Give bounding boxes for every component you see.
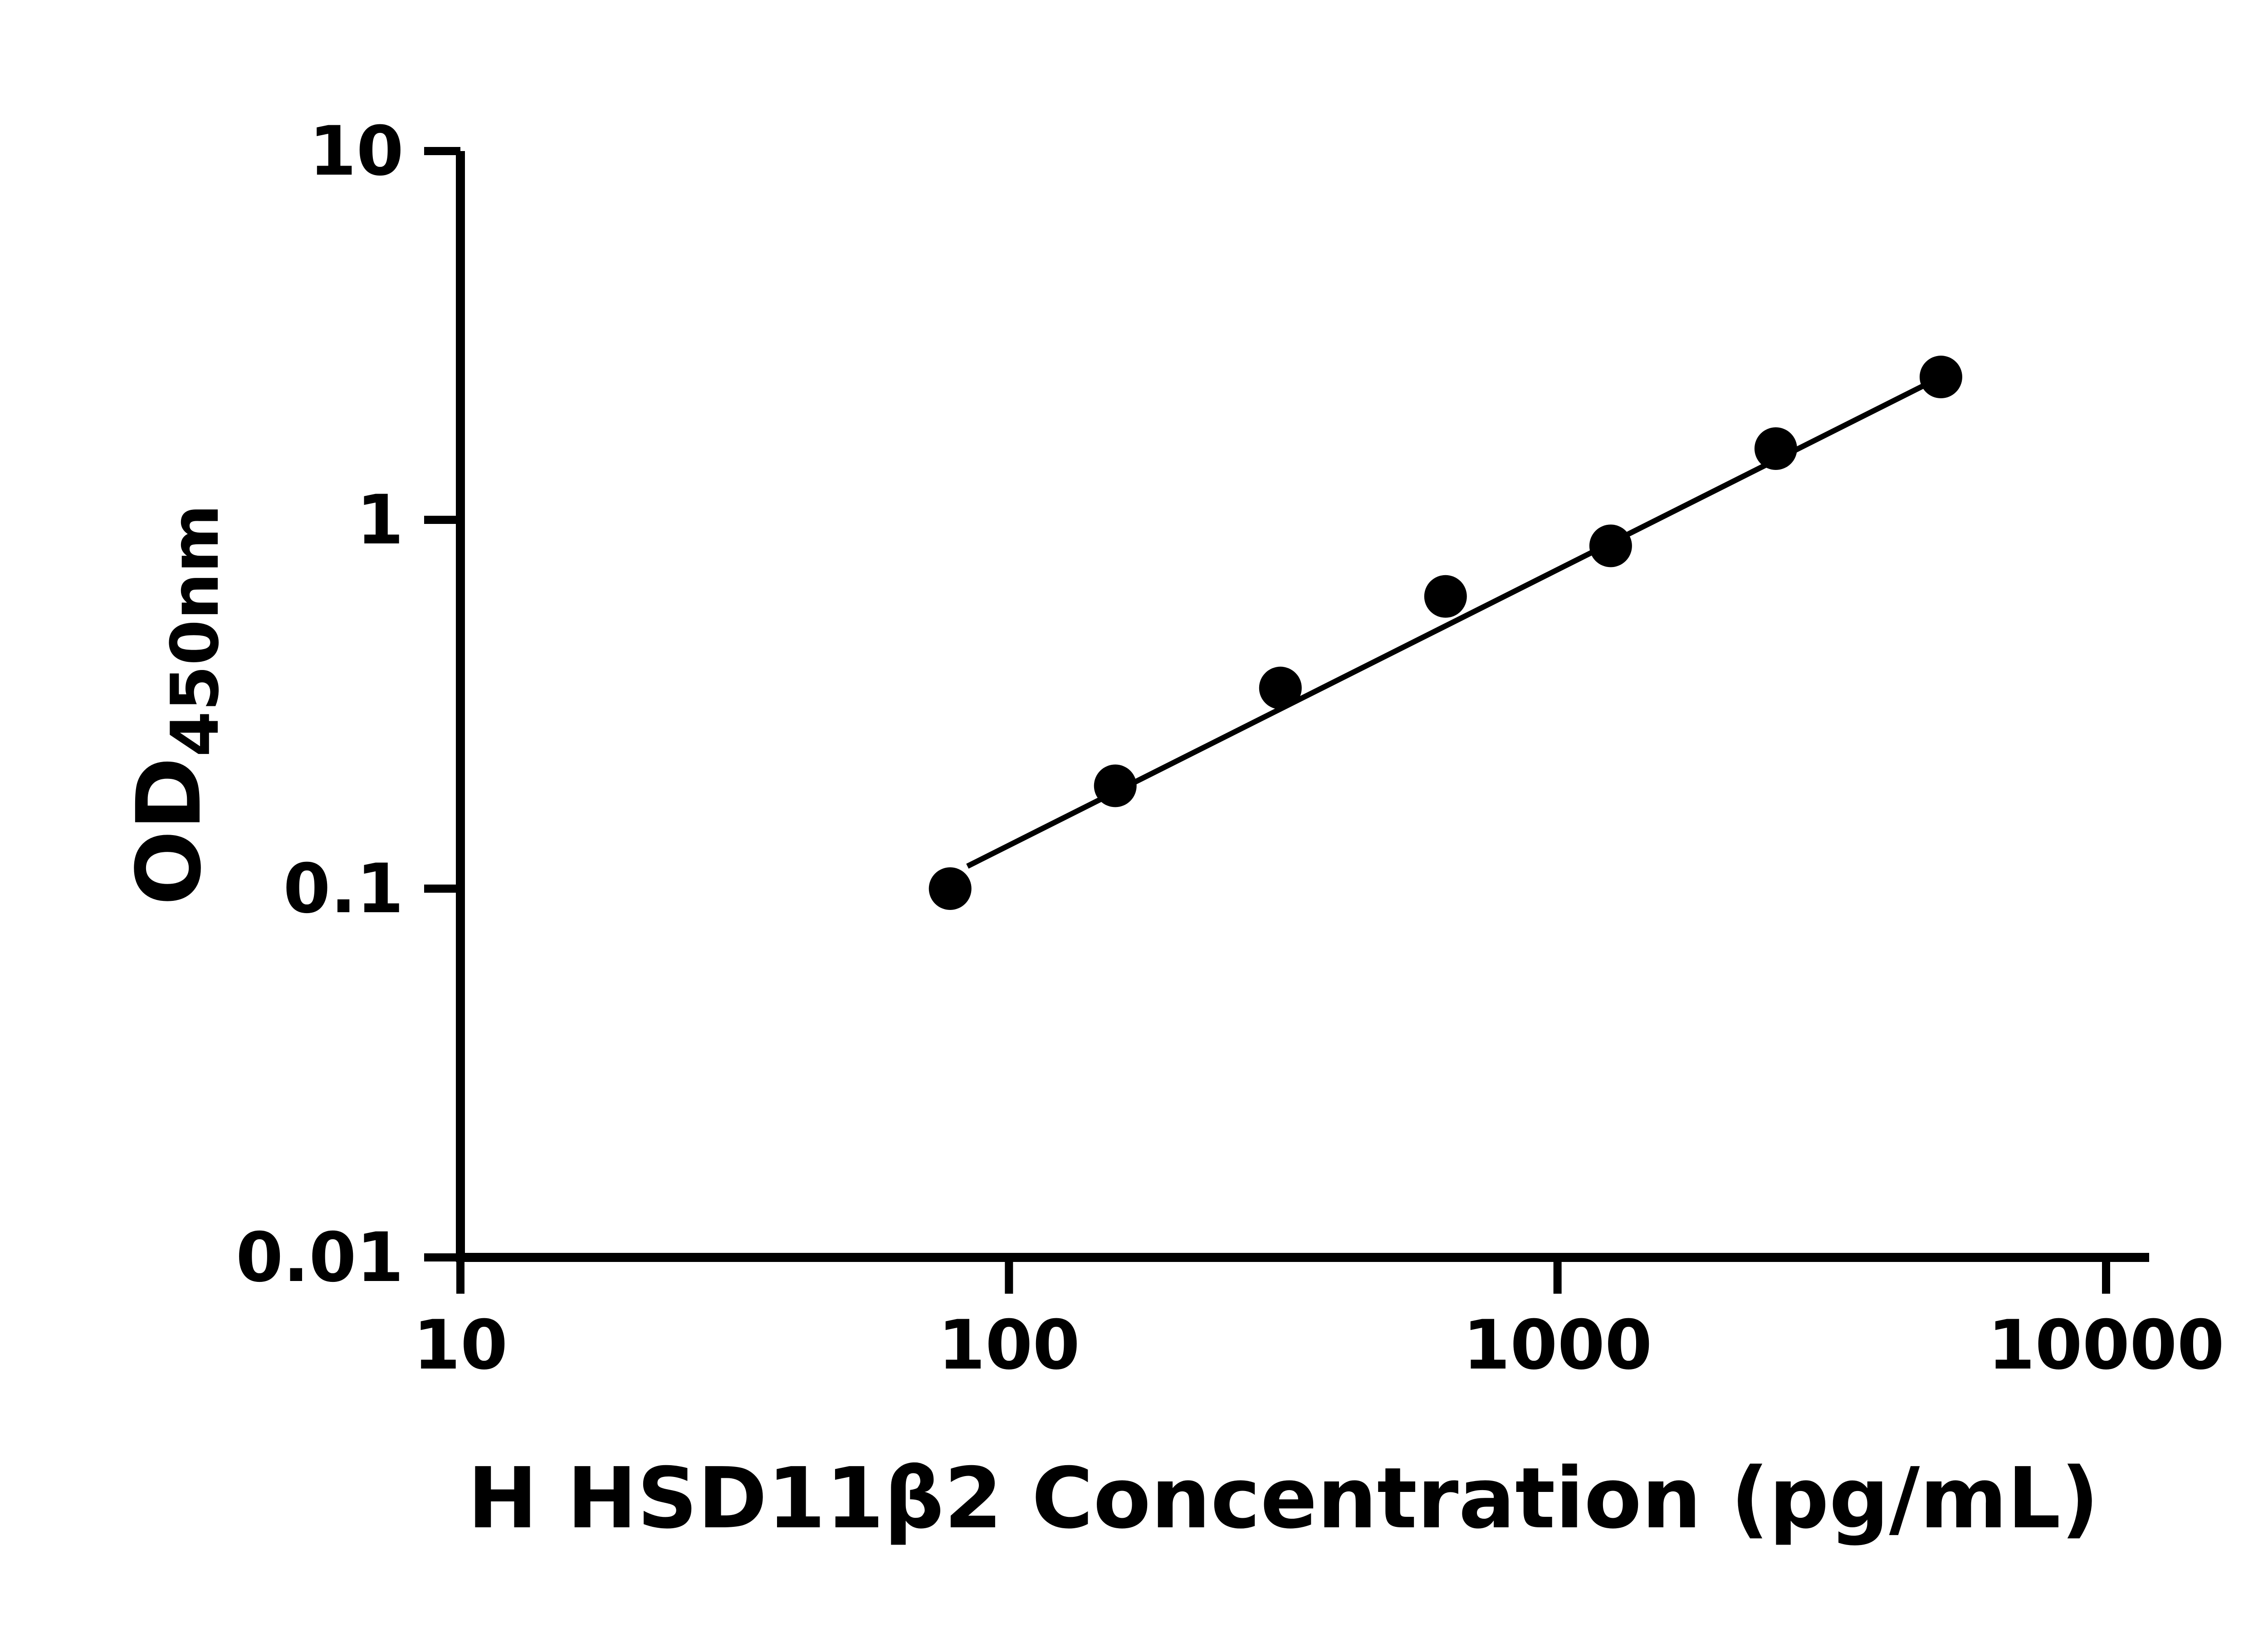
data-point bbox=[929, 867, 972, 910]
x-tick-label: 100 bbox=[938, 1306, 1080, 1385]
y-axis-title-main: OD bbox=[117, 757, 220, 906]
x-tick-label: 1000 bbox=[1463, 1306, 1652, 1385]
data-point bbox=[1754, 427, 1797, 470]
y-tick-label: 10 bbox=[309, 112, 404, 191]
y-axis-title: OD450nm bbox=[117, 504, 234, 906]
x-axis-title: H HSD11β2 Concentration (pg/mL) bbox=[467, 1449, 2099, 1547]
data-point bbox=[1424, 575, 1467, 618]
y-axis-title-subscript: 450nm bbox=[157, 504, 234, 757]
y-tick-label: 0.1 bbox=[283, 850, 404, 929]
data-point bbox=[1094, 764, 1137, 807]
data-point bbox=[1259, 666, 1302, 709]
y-tick-label: 1 bbox=[357, 481, 404, 560]
data-point bbox=[1919, 356, 1962, 399]
x-tick-label: 10000 bbox=[1988, 1306, 2224, 1385]
x-tick-label: 10 bbox=[413, 1306, 508, 1385]
data-point bbox=[1589, 524, 1632, 567]
y-tick-label: 0.01 bbox=[236, 1218, 404, 1297]
